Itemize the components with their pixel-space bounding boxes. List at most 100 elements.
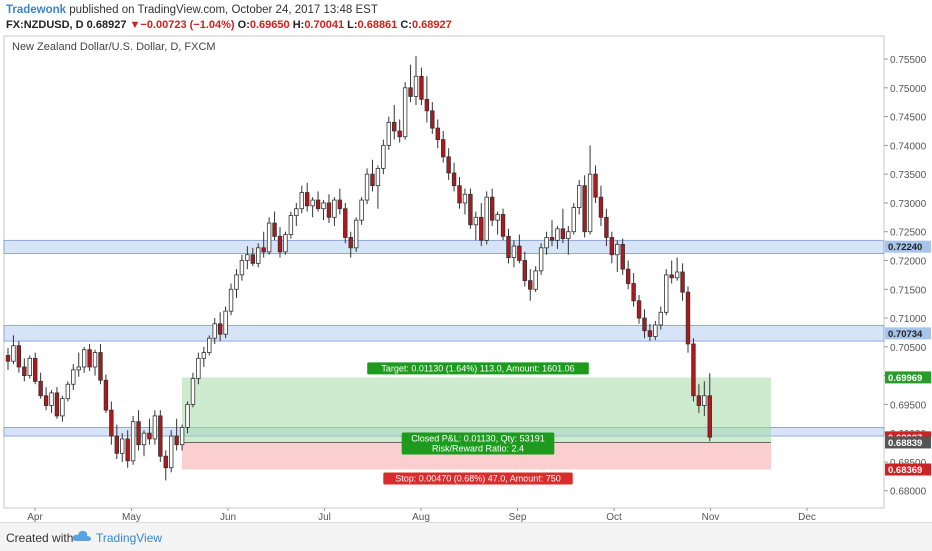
x-tick-label-5: Sep — [509, 512, 527, 522]
open-value: 0.69650 — [249, 19, 290, 31]
candle-body-70 — [386, 121, 391, 146]
candle-47 — [261, 231, 266, 258]
candle-body-127 — [696, 395, 702, 406]
candle-93 — [511, 240, 517, 268]
candle-body-50 — [277, 235, 283, 253]
candle-99 — [544, 231, 549, 255]
profit-zone — [182, 377, 771, 443]
price-change: −0.00723 (−1.04%) — [140, 19, 235, 31]
candle-body-4 — [27, 357, 32, 377]
closed-pnl-label-box — [401, 432, 555, 455]
candle-96 — [528, 269, 533, 301]
candle-body-27 — [152, 415, 158, 440]
candle-body-20 — [114, 435, 119, 454]
candle-body-7 — [43, 395, 49, 406]
candle-body-28 — [158, 415, 163, 457]
candle-body-32 — [179, 427, 185, 446]
candle-body-44 — [245, 254, 250, 261]
candle-103 — [566, 225, 571, 255]
published-text: published on TradingView.com, October 24… — [66, 4, 378, 16]
candle-6 — [38, 372, 43, 399]
candle-37 — [207, 335, 212, 356]
candle-body-16 — [92, 352, 98, 368]
candle-123 — [674, 257, 680, 281]
x-tick-label-0: Apr — [27, 512, 43, 522]
candle-body-0 — [5, 355, 11, 362]
candle-82 — [451, 162, 457, 192]
candle-body-85 — [468, 193, 473, 226]
candle-body-106 — [582, 185, 587, 233]
candle-body-24 — [136, 421, 141, 446]
candle-body-107 — [587, 173, 593, 233]
price-tag-bg-1 — [885, 327, 931, 340]
candle-body-65 — [359, 199, 364, 221]
position-layer[interactable] — [182, 377, 771, 470]
candle-body-100 — [549, 237, 555, 241]
candle-body-63 — [348, 237, 353, 249]
candle-body-88 — [484, 196, 489, 241]
candle-body-66 — [364, 173, 370, 201]
candle-28 — [158, 410, 163, 462]
candle-body-82 — [451, 172, 457, 187]
candle-body-58 — [321, 202, 326, 210]
candlestick-chart[interactable]: New Zealand Dollar/U.S. Dollar, D, FXCM … — [0, 34, 932, 523]
close-value: 0.68927 — [411, 19, 452, 31]
candle-111 — [609, 231, 615, 264]
candle-body-129 — [707, 395, 712, 438]
candle-94 — [517, 234, 522, 264]
candle-body-122 — [669, 274, 674, 279]
candle-body-19 — [109, 409, 114, 437]
candle-body-90 — [495, 214, 500, 221]
candle-body-114 — [625, 268, 631, 284]
candle-85 — [468, 188, 473, 229]
candle-49 — [272, 211, 277, 241]
x-tick-label-3: Jul — [318, 512, 331, 522]
chart-header: Tradewonk published on TradingView.com, … — [0, 0, 932, 34]
candle-124 — [680, 263, 685, 301]
candle-body-93 — [511, 245, 517, 259]
candle-117 — [642, 309, 647, 339]
candle-body-22 — [125, 438, 130, 462]
candle-body-57 — [315, 199, 321, 210]
candle-body-104 — [571, 207, 576, 233]
candle-69 — [381, 139, 386, 175]
chart-area[interactable]: New Zealand Dollar/U.S. Dollar, D, FXCM … — [0, 34, 932, 523]
candle-108 — [593, 165, 598, 203]
candle-40 — [223, 306, 228, 339]
candle-body-116 — [636, 300, 642, 319]
candle-body-56 — [310, 199, 315, 207]
candle-39 — [217, 312, 223, 342]
candle-126 — [691, 338, 696, 402]
symbol-ohlc-bar: FX:NZDUSD, D 0.68927 ▼−0.00723 (−1.04%) … — [6, 19, 452, 31]
candle-113 — [620, 238, 625, 275]
candle-body-49 — [272, 222, 277, 237]
candle-body-92 — [506, 235, 511, 259]
tradingview-brand-link[interactable]: TradingView — [96, 531, 163, 545]
candle-body-30 — [168, 435, 174, 469]
candle-body-5 — [33, 357, 38, 382]
candle-body-43 — [239, 260, 245, 276]
candle-body-13 — [76, 366, 81, 371]
candle-body-120 — [658, 311, 663, 326]
price-tag-bg-4 — [885, 436, 931, 449]
candle-67 — [370, 159, 375, 192]
candle-body-80 — [440, 139, 446, 158]
closed-pnl-label: Closed P&L: 0.01130, Qty: 53191Risk/Rewa… — [401, 432, 555, 455]
candle-120 — [658, 306, 663, 330]
candle-body-86 — [473, 216, 479, 226]
candle-38 — [212, 318, 217, 344]
author-link[interactable]: Tradewonk — [6, 4, 67, 16]
candle-22 — [125, 430, 130, 468]
candle-80 — [440, 130, 446, 163]
last-price: 0.68927 — [86, 19, 127, 31]
candle-60 — [332, 197, 337, 226]
candle-118 — [647, 323, 653, 342]
target-label: Target: 0.01130 (1.64%) 113.0, Amount: 1… — [367, 362, 589, 375]
candle-body-77 — [424, 98, 430, 112]
candle-8 — [49, 390, 54, 414]
position-labels: Target: 0.01130 (1.64%) 113.0, Amount: 1… — [367, 362, 589, 485]
candle-87 — [479, 202, 484, 247]
candle-122 — [669, 260, 674, 284]
footer-bar: Created with TradingView — [0, 522, 932, 551]
target-label-text: Target: 0.01130 (1.64%) 113.0, Amount: 1… — [381, 364, 574, 374]
